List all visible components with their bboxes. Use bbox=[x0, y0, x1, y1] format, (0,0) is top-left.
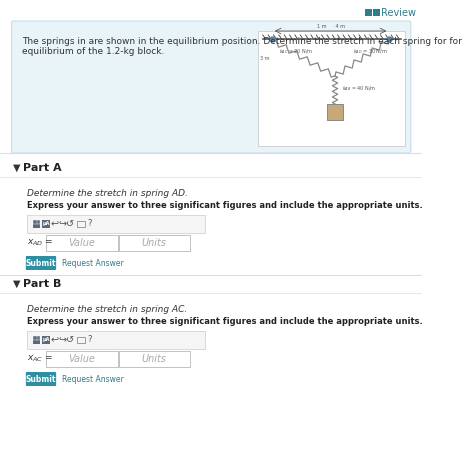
Text: ↺: ↺ bbox=[66, 219, 74, 229]
Text: Units: Units bbox=[142, 238, 167, 248]
Text: ?: ? bbox=[88, 219, 92, 228]
Bar bbox=[327, 104, 343, 120]
Text: The springs in are shown in the equilibrium position. Determine the stretch in e: The springs in are shown in the equilibr… bbox=[22, 37, 462, 57]
Text: µA: µA bbox=[42, 338, 50, 342]
Text: ↩: ↩ bbox=[50, 335, 58, 345]
Text: ↩: ↩ bbox=[50, 219, 58, 229]
Bar bbox=[33, 336, 40, 344]
Bar bbox=[118, 351, 190, 367]
FancyBboxPatch shape bbox=[27, 331, 205, 349]
Text: Request Answer: Request Answer bbox=[63, 374, 124, 383]
Text: Express your answer to three significant figures and include the appropriate uni: Express your answer to three significant… bbox=[27, 317, 422, 326]
Text: Submit: Submit bbox=[26, 259, 56, 268]
Bar bbox=[258, 31, 405, 146]
FancyBboxPatch shape bbox=[27, 215, 205, 233]
Text: $x_{AD}$ =: $x_{AD}$ = bbox=[27, 238, 53, 248]
Text: ↺: ↺ bbox=[66, 335, 74, 345]
Bar bbox=[374, 9, 380, 16]
Text: Value: Value bbox=[69, 354, 95, 364]
Text: Part B: Part B bbox=[23, 279, 62, 289]
FancyBboxPatch shape bbox=[26, 372, 56, 386]
Text: 3 m: 3 m bbox=[260, 56, 269, 60]
Text: µA: µA bbox=[42, 221, 50, 227]
Bar bbox=[46, 235, 118, 251]
Text: ?: ? bbox=[88, 335, 92, 344]
Text: Express your answer to three significant figures and include the appropriate uni: Express your answer to three significant… bbox=[27, 201, 422, 210]
Text: 1 m      4 m: 1 m 4 m bbox=[317, 24, 345, 29]
Text: Value: Value bbox=[69, 238, 95, 248]
Text: $k_{AC}$ = 20 N/m: $k_{AC}$ = 20 N/m bbox=[279, 47, 313, 56]
FancyBboxPatch shape bbox=[26, 256, 56, 270]
Text: $k_{AD}$ = 30 N/m: $k_{AD}$ = 30 N/m bbox=[353, 47, 388, 56]
Bar bbox=[33, 220, 40, 228]
Text: Review: Review bbox=[382, 8, 416, 17]
Text: Submit: Submit bbox=[26, 374, 56, 383]
Text: Request Answer: Request Answer bbox=[63, 259, 124, 268]
Text: $x_{AC}$ =: $x_{AC}$ = bbox=[27, 354, 53, 364]
Bar bbox=[77, 221, 85, 227]
Bar bbox=[42, 336, 50, 344]
Text: ▼: ▼ bbox=[12, 279, 20, 289]
Text: ▼: ▼ bbox=[12, 163, 20, 173]
Text: ↪: ↪ bbox=[58, 335, 66, 345]
Bar bbox=[118, 235, 190, 251]
Text: Determine the stretch in spring AC.: Determine the stretch in spring AC. bbox=[27, 305, 187, 314]
Text: Part A: Part A bbox=[23, 163, 62, 173]
Bar bbox=[365, 9, 372, 16]
FancyBboxPatch shape bbox=[11, 21, 411, 153]
Bar bbox=[46, 351, 118, 367]
Text: ↪: ↪ bbox=[58, 219, 66, 229]
Text: $k_{AB}$ = 40 N/m: $k_{AB}$ = 40 N/m bbox=[342, 84, 376, 93]
Bar bbox=[42, 220, 50, 228]
Bar bbox=[77, 337, 85, 343]
Text: Determine the stretch in spring AD.: Determine the stretch in spring AD. bbox=[27, 189, 188, 198]
Text: Units: Units bbox=[142, 354, 167, 364]
